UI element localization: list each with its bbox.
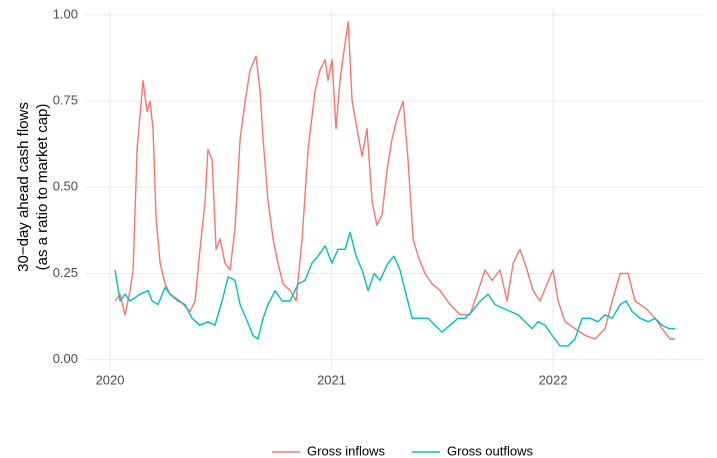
line-series [114,231,676,347]
y-tick-label: 0.50 [53,179,78,194]
x-tick-label: 2020 [96,372,125,387]
y-tick-label: 0.25 [53,265,78,280]
y-tick-label: 0.75 [53,93,78,108]
legend-label: Gross inflows [307,443,386,458]
x-tick-label: 2021 [317,372,346,387]
line-series [114,21,676,340]
x-tick-label: 2022 [539,372,568,387]
y-tick-label: 0.00 [53,351,78,366]
y-tick-label: 1.00 [53,6,78,21]
y-axis-title-line: 30−day ahead cash flows [15,102,32,272]
y-axis-title: 30−day ahead cash flows (as a ratio to m… [15,102,51,272]
legend-label: Gross outflows [447,443,533,458]
y-axis-title-line: (as a ratio to market cap) [34,104,51,271]
